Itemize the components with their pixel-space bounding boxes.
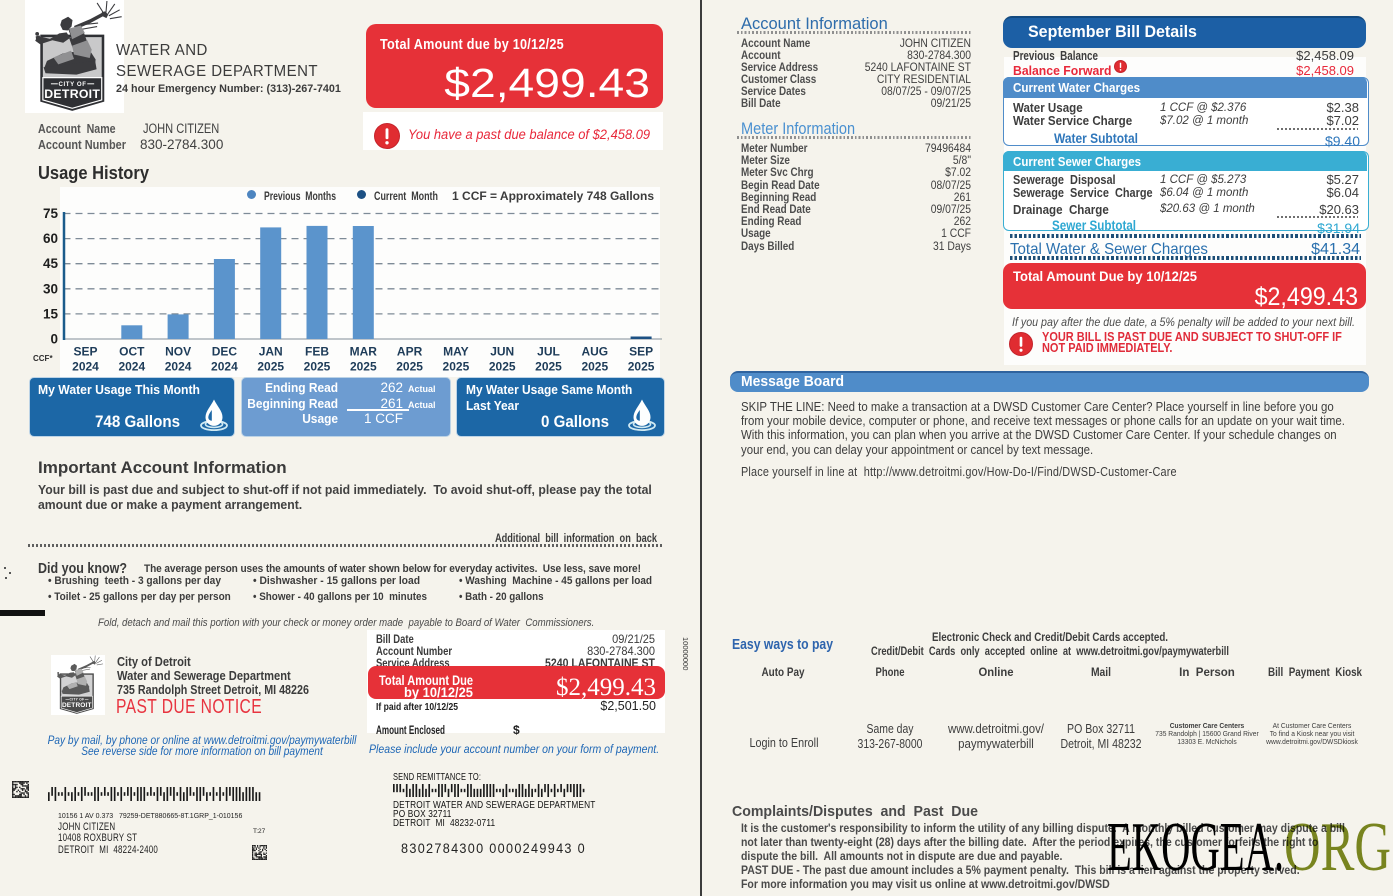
svg-text:OCT: OCT <box>119 345 145 359</box>
svg-text:CITY OF: CITY OF <box>70 698 85 702</box>
svg-text:2025: 2025 <box>257 360 284 374</box>
svg-text:FEB: FEB <box>305 345 329 359</box>
svg-text:2025: 2025 <box>535 360 562 374</box>
svg-text:2024: 2024 <box>118 360 145 374</box>
svg-text:MAR: MAR <box>350 345 378 359</box>
svg-text:2025: 2025 <box>350 360 377 374</box>
svg-text:2024: 2024 <box>211 360 238 374</box>
svg-text:JUL: JUL <box>537 345 560 359</box>
svg-text:15: 15 <box>43 306 59 321</box>
svg-text:CITY OF: CITY OF <box>59 81 87 88</box>
svg-text:2025: 2025 <box>628 360 655 374</box>
svg-text:DETROIT: DETROIT <box>44 87 100 101</box>
svg-text:JUN: JUN <box>490 345 514 359</box>
svg-text:2024: 2024 <box>72 360 99 374</box>
svg-text:MAY: MAY <box>443 345 469 359</box>
svg-text:APR: APR <box>397 345 423 359</box>
svg-text:SEP: SEP <box>73 345 97 359</box>
svg-text:AUG: AUG <box>581 345 608 359</box>
svg-text:45: 45 <box>43 256 59 271</box>
svg-text:2025: 2025 <box>489 360 516 374</box>
svg-text:NOV: NOV <box>165 345 191 359</box>
svg-text:DEC: DEC <box>212 345 238 359</box>
svg-text:2024: 2024 <box>165 360 192 374</box>
svg-text:2025: 2025 <box>443 360 470 374</box>
svg-text:2025: 2025 <box>304 360 331 374</box>
svg-text:2025: 2025 <box>581 360 608 374</box>
svg-text:JAN: JAN <box>259 345 283 359</box>
svg-text:SEP: SEP <box>629 345 653 359</box>
svg-text:0: 0 <box>50 332 58 347</box>
svg-text:75: 75 <box>43 206 59 221</box>
svg-text:2025: 2025 <box>396 360 423 374</box>
svg-text:30: 30 <box>43 281 58 296</box>
svg-text:DETROIT: DETROIT <box>62 702 92 709</box>
svg-text:60: 60 <box>43 231 58 246</box>
